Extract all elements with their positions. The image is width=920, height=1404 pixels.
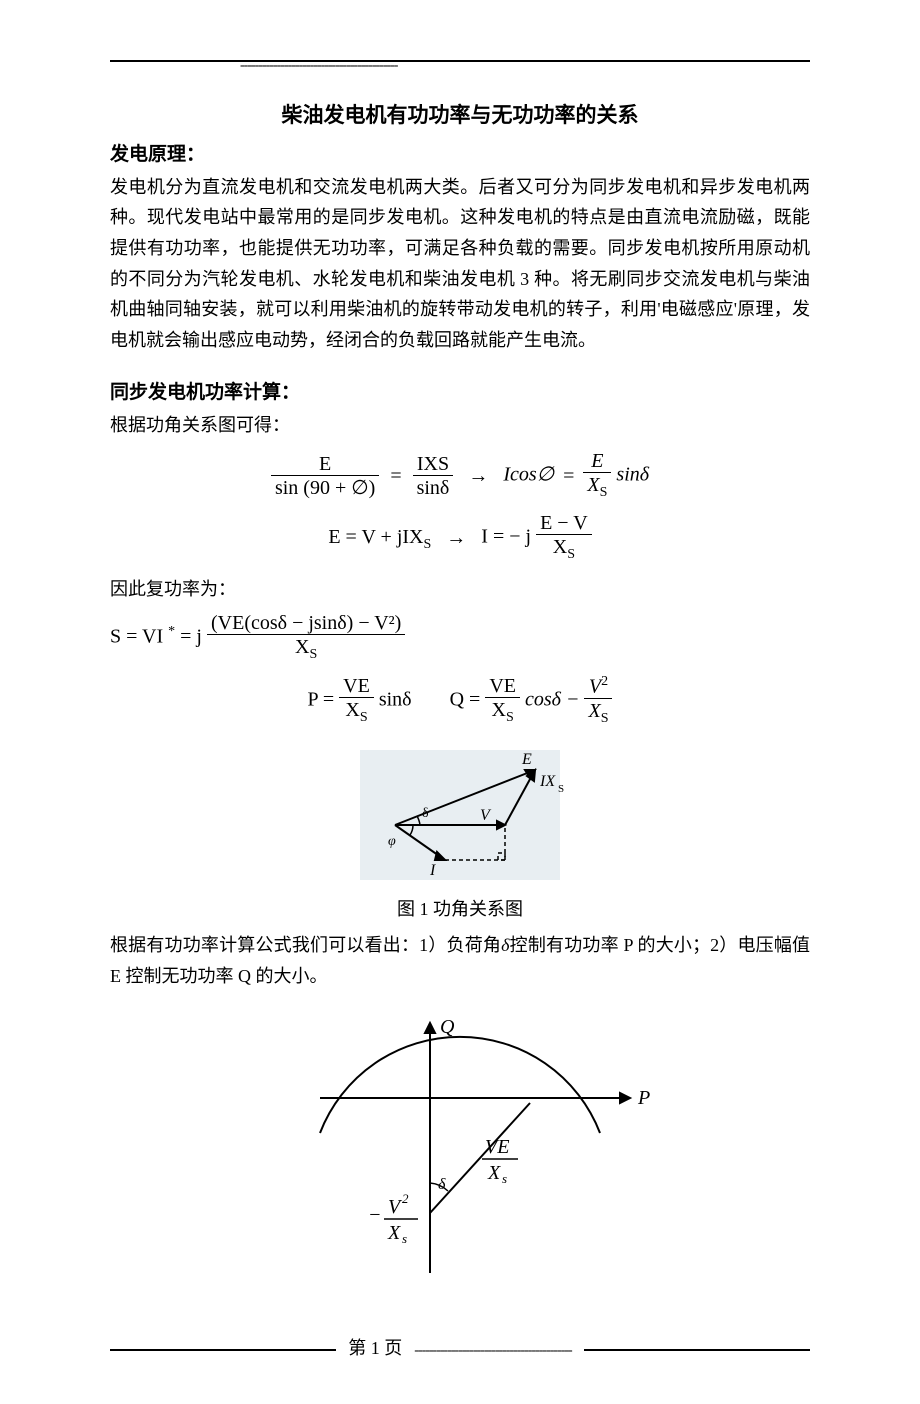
svg-text:2: 2 bbox=[402, 1191, 409, 1206]
svg-text:δ: δ bbox=[438, 1176, 446, 1193]
page-footer: 第 1 页-----------------------------------… bbox=[110, 1333, 810, 1364]
svg-text:VE: VE bbox=[485, 1136, 509, 1158]
equation-2: E = V + jIXS → I = − j E − V XS bbox=[110, 512, 810, 564]
svg-text:V: V bbox=[388, 1196, 403, 1218]
equation-4: P = VE XS sinδ Q = VE XS cosδ − V2 XS bbox=[110, 674, 810, 727]
equation-1: E sin (90 + ∅) = IXS sinδ → Icos∅ = E XS… bbox=[110, 450, 810, 502]
section-head-1: 发电原理： bbox=[110, 139, 810, 171]
svg-text:S: S bbox=[558, 783, 564, 795]
svg-text:IX: IX bbox=[539, 773, 556, 790]
section-head-2: 同步发电机功率计算： bbox=[110, 377, 810, 409]
svg-text:Q: Q bbox=[440, 1016, 455, 1038]
svg-text:φ: φ bbox=[388, 834, 396, 849]
page-title: 柴油发电机有功功率与无功功率的关系 bbox=[110, 98, 810, 134]
line-sub-1: 根据功角关系图可得： bbox=[110, 410, 810, 441]
svg-text:I: I bbox=[429, 862, 436, 879]
paragraph-1: 发电机分为直流发电机和交流发电机两大类。后者又可分为同步发电机和异步发电机两种。… bbox=[110, 172, 810, 356]
svg-text:X: X bbox=[387, 1222, 401, 1244]
svg-text:s: s bbox=[502, 1171, 507, 1186]
line-sub-2: 因此复功率为： bbox=[110, 574, 810, 605]
equation-3: S = VI * = j (VE(cosδ − jsinδ) − V²) XS bbox=[110, 612, 810, 664]
figure-2: Q P δ VE X s − V 2 X s bbox=[110, 1003, 810, 1303]
paragraph-3: 根据有功功率计算公式我们可以看出：1）负荷角δ控制有功功率 P 的大小；2）电压… bbox=[110, 930, 810, 991]
svg-text:X: X bbox=[487, 1162, 501, 1184]
figure-1: E IX S V I δ φ bbox=[110, 740, 810, 890]
svg-text:s: s bbox=[402, 1231, 407, 1246]
svg-text:P: P bbox=[637, 1087, 650, 1109]
svg-text:E: E bbox=[521, 751, 532, 768]
header-dashes: ----------------------------------------… bbox=[240, 54, 920, 78]
svg-text:δ: δ bbox=[422, 806, 429, 821]
svg-text:−: − bbox=[368, 1204, 382, 1226]
figure-1-caption: 图 1 功角关系图 bbox=[110, 894, 810, 925]
